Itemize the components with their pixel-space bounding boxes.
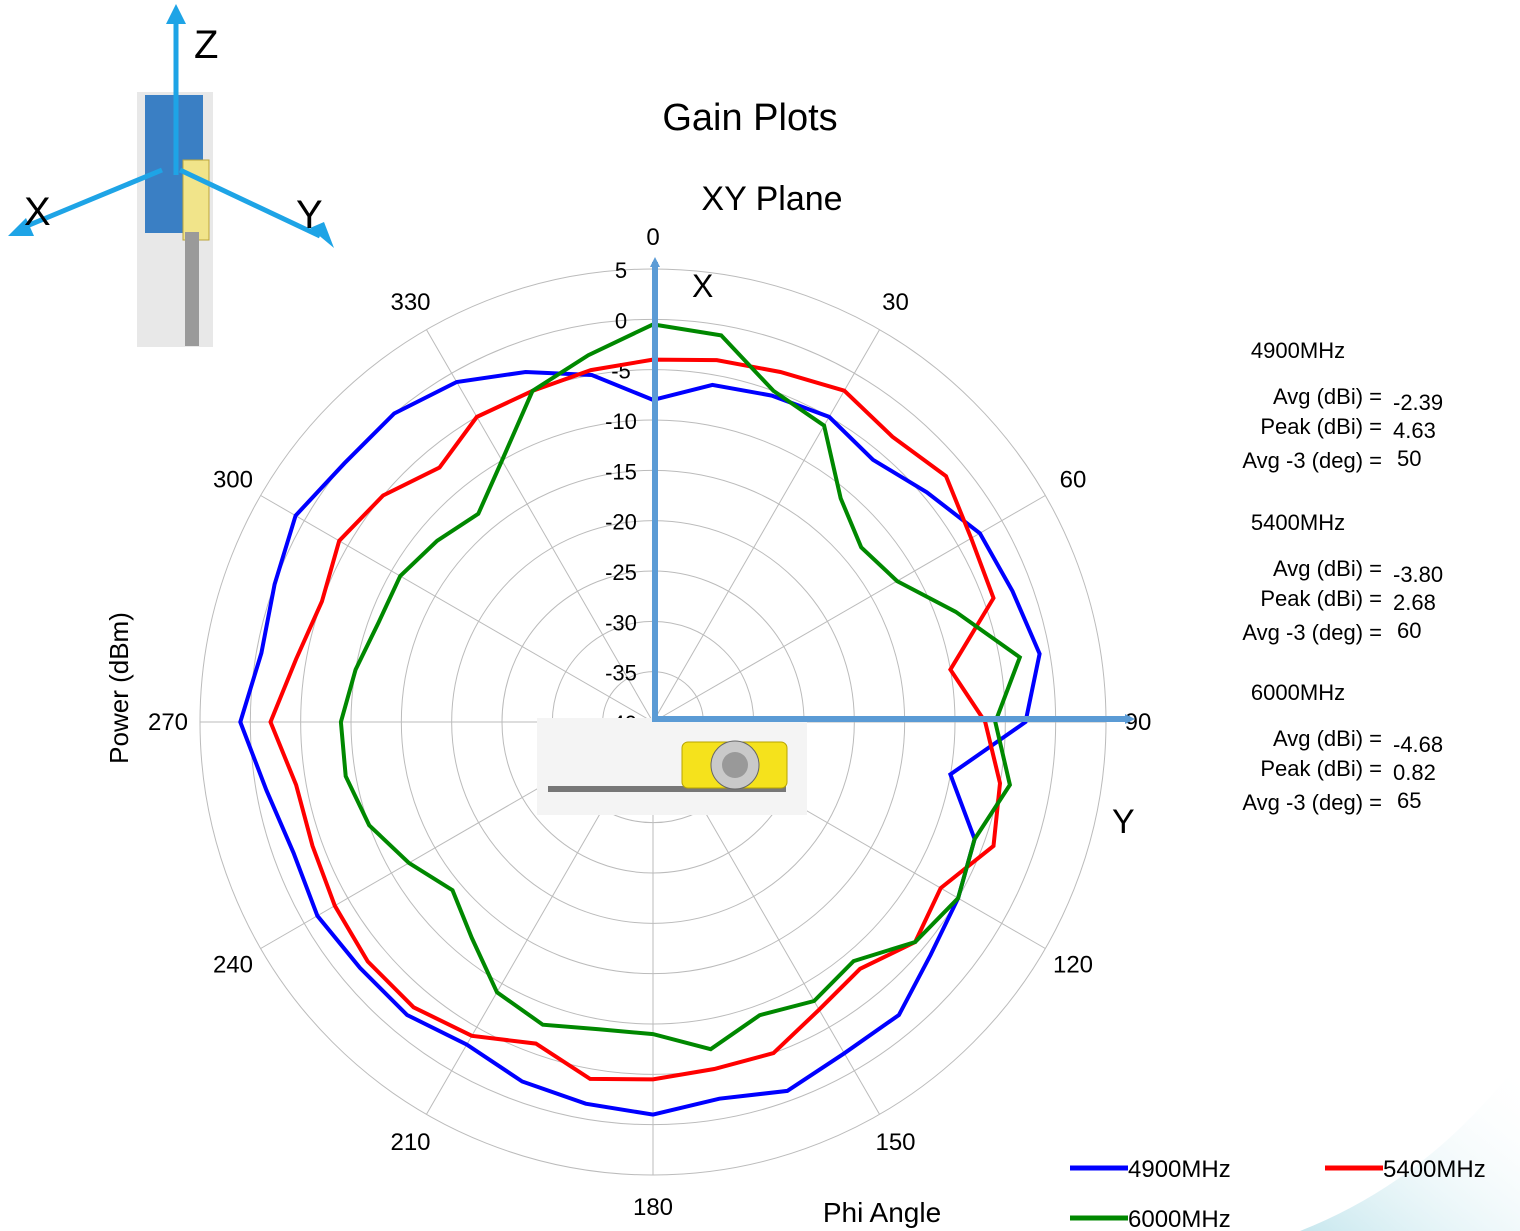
radial-tick-label: -10 [605,409,637,434]
stats-bw-value: 60 [1397,618,1421,643]
radial-tick-label: 0 [615,308,627,333]
stats-bw-value: 50 [1397,446,1421,471]
stats-peak-value: 2.68 [1393,590,1436,615]
angle-tick-label: 90 [1125,709,1152,736]
grid-spoke [652,329,880,723]
radial-tick-label: -30 [605,610,637,635]
legend: 4900MHz 5400MHz 6000MHz [1070,1156,1486,1231]
angle-tick-label: 120 [1053,952,1093,979]
corner-accent [1300,1060,1520,1231]
legend-label-6000: 6000MHz [1128,1206,1231,1231]
board-photo [537,718,807,815]
grid-spoke [260,495,654,723]
triad-y-label: Y [296,193,323,237]
stats-bw-label: Avg -3 (deg) = [1242,620,1382,645]
stats-bw-label: Avg -3 (deg) = [1242,790,1382,815]
stats-bw-label: Avg -3 (deg) = [1242,448,1382,473]
stats-peak-label: Peak (dBi) = [1260,756,1382,781]
stats-avg-label: Avg (dBi) = [1273,726,1382,751]
radial-axis-label: Power (dBm) [104,612,134,764]
grid-spoke [426,329,654,723]
chart-title: Gain Plots [662,97,837,139]
radial-tick-label: -20 [605,510,637,535]
stats-peak-label: Peak (dBi) = [1260,414,1382,439]
chart-subtitle: XY Plane [701,180,842,218]
legend-label-5400: 5400MHz [1383,1156,1486,1183]
radial-tick-label: -25 [605,560,637,585]
stats-avg-label: Avg (dBi) = [1273,384,1382,409]
stats-peak-label: Peak (dBi) = [1260,586,1382,611]
angle-tick-label: 300 [213,467,253,494]
legend-label-4900: 4900MHz [1128,1156,1231,1183]
angle-tick-label: 0 [646,224,659,251]
angle-tick-label: 180 [633,1194,673,1221]
stats-avg-label: Avg (dBi) = [1273,556,1382,581]
angle-tick-label: 30 [882,289,909,316]
x-axis-label: X [692,268,713,304]
stats-avg-value: -2.39 [1393,390,1443,415]
angle-tick-label: 210 [390,1129,430,1156]
series-line-5400MHz [268,357,1003,1082]
y-axis-label: Y [1112,803,1135,841]
stats-freq: 6000MHz [1251,680,1345,705]
angle-tick-label: 330 [390,289,430,316]
angle-tick-label: 270 [148,709,188,736]
stats-peak-value: 0.82 [1393,760,1436,785]
radial-tick-label: -35 [605,661,637,686]
angle-tick-label: 60 [1060,467,1087,494]
series-line-4900MHz [238,369,1042,1117]
tick-labels: 50-5-10-15-20-25-30-35-40030609012015018… [148,224,1151,1221]
angle-tick-label: 240 [213,952,253,979]
stats-avg-value: -4.68 [1393,732,1443,757]
stats-block: 4900MHz Avg (dBi) = -2.39 Peak (dBi) = 4.63 A… [1242,338,1443,815]
angle-tick-label: 150 [875,1129,915,1156]
axis-triad [8,4,334,248]
stats-peak-value: 4.63 [1393,418,1436,443]
triad-z-label: Z [194,23,218,67]
triad-x-label: X [24,190,51,234]
series-group [238,322,1042,1117]
stats-freq: 5400MHz [1251,510,1345,535]
angle-axis-label: Phi Angle [823,1197,941,1228]
stats-avg-value: -3.80 [1393,562,1443,587]
radial-tick-label: 5 [615,258,627,283]
radial-tick-label: -15 [605,459,637,484]
series-line-6000MHz [338,322,1023,1052]
stats-bw-value: 65 [1397,788,1421,813]
stats-freq: 4900MHz [1251,338,1345,363]
